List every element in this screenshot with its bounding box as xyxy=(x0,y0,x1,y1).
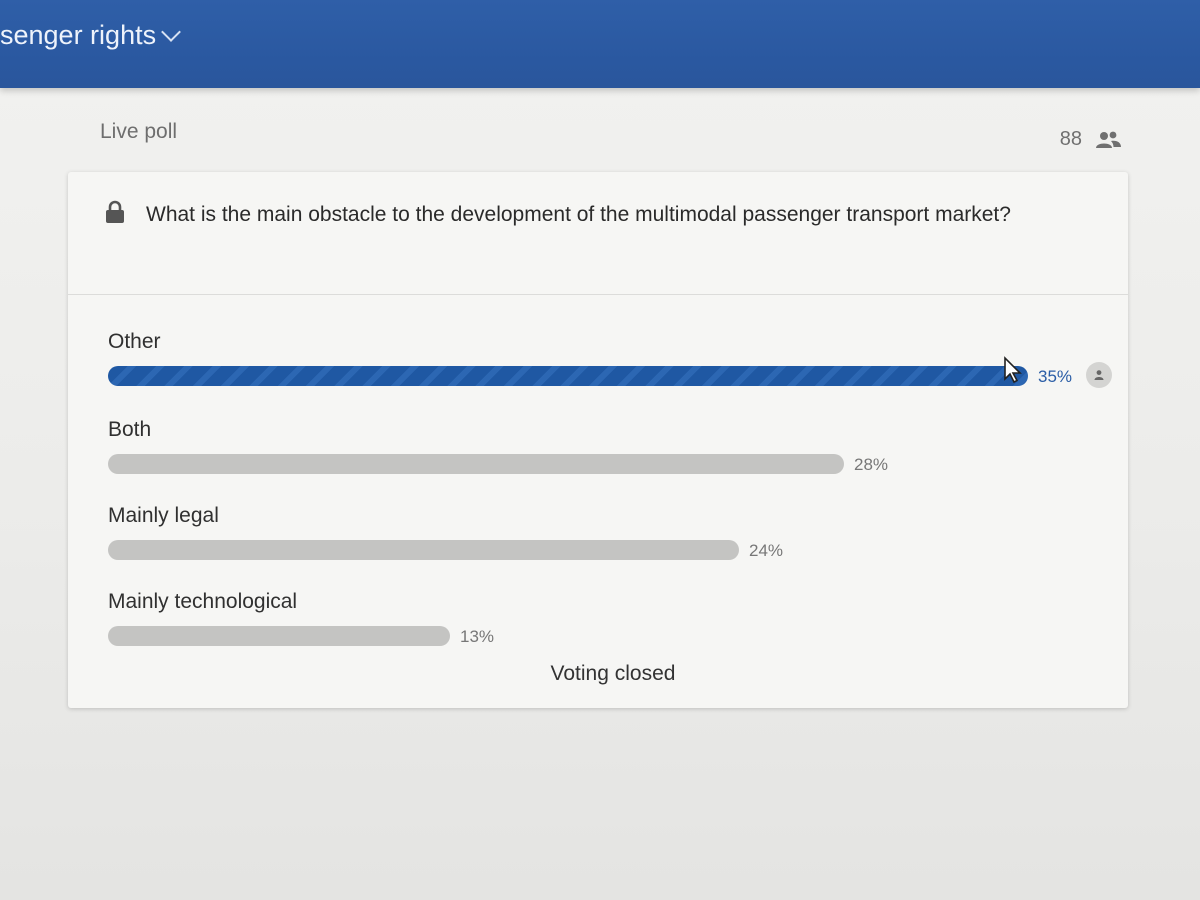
poll-option-label: Other xyxy=(108,330,161,353)
top-bar: senger rights xyxy=(0,0,1200,88)
poll-option-percent: 28% xyxy=(854,455,889,474)
poll-option-percent: 24% xyxy=(749,541,784,560)
poll-question-text: What is the main obstacle to the develop… xyxy=(146,203,1011,226)
mouse-pointer-icon xyxy=(1004,356,1022,384)
poll-option-percent: 35% xyxy=(1038,367,1073,386)
poll-option-label: Mainly legal xyxy=(108,504,219,527)
poll-card: What is the main obstacle to the develop… xyxy=(68,172,1128,708)
people-icon xyxy=(1096,131,1121,148)
poll-option-percent: 13% xyxy=(460,627,495,646)
voting-status: Voting closed xyxy=(550,662,676,685)
poll-option: Both 28% xyxy=(108,418,1108,488)
poll-option-bar xyxy=(108,626,450,646)
poll-question: What is the main obstacle to the develop… xyxy=(104,198,1054,231)
poll-option-label: Both xyxy=(108,418,152,441)
person-icon xyxy=(1086,362,1112,388)
chevron-down-icon xyxy=(161,21,181,42)
event-switcher[interactable]: senger rights xyxy=(0,20,181,51)
poll-option: Mainly technological 13% xyxy=(108,590,1108,660)
participants-counter: 88 xyxy=(1060,128,1122,151)
participant-count: 88 xyxy=(1059,128,1082,150)
poll-option-label: Mainly technological xyxy=(108,590,298,613)
event-title: senger rights xyxy=(0,20,157,50)
poll-option-bar-track xyxy=(108,366,1108,386)
poll-option-bar xyxy=(108,366,1028,386)
poll-option: Other 35% xyxy=(108,330,1112,400)
poll-section-label: Live poll xyxy=(100,120,178,143)
poll-option-bar-track xyxy=(108,626,1108,646)
card-divider xyxy=(68,294,1128,295)
poll-option-bar xyxy=(108,454,844,474)
poll-option-bar-track xyxy=(108,454,1108,474)
poll-option-bar-track xyxy=(108,540,1108,560)
poll-option: Mainly legal 24% xyxy=(108,504,1108,574)
lock-icon xyxy=(106,200,124,223)
poll-option-bar xyxy=(108,540,739,560)
